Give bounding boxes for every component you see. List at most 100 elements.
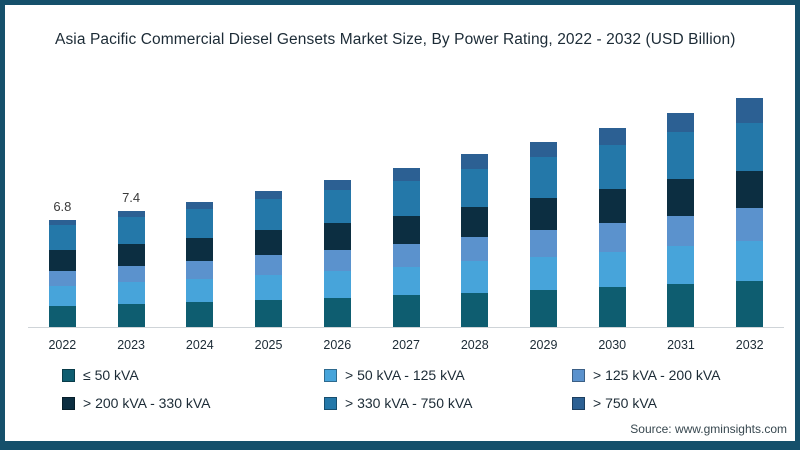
legend-color-swatch-icon bbox=[324, 368, 337, 382]
bar-segment[interactable] bbox=[530, 197, 557, 231]
bar-column bbox=[234, 190, 303, 327]
bar-segment[interactable] bbox=[117, 282, 145, 304]
legend-item[interactable]: > 50 kVA - 125 kVA bbox=[324, 367, 572, 383]
bar-segment[interactable] bbox=[667, 284, 695, 327]
bar-column bbox=[647, 113, 716, 327]
stacked-bar-2024[interactable] bbox=[186, 201, 214, 327]
bar-segment[interactable] bbox=[461, 154, 489, 169]
bar-segment[interactable] bbox=[461, 236, 489, 262]
x-axis-label: 2028 bbox=[460, 338, 489, 352]
bar-column: 6.8 bbox=[28, 199, 97, 327]
bar-segment[interactable] bbox=[667, 215, 695, 247]
bar-column: 7.4 bbox=[97, 190, 166, 327]
bar-segment[interactable] bbox=[255, 230, 283, 256]
bar-segment[interactable] bbox=[392, 180, 420, 216]
bar-segment[interactable] bbox=[736, 170, 764, 208]
x-axis-label: 2024 bbox=[185, 338, 214, 352]
bar-segment[interactable] bbox=[323, 223, 351, 250]
bar-segment[interactable] bbox=[186, 301, 214, 327]
bar-segment[interactable] bbox=[255, 199, 283, 231]
bar-segment[interactable] bbox=[117, 266, 145, 283]
stacked-bar-2022[interactable] bbox=[48, 220, 76, 327]
bar-segment[interactable] bbox=[186, 208, 214, 238]
bar-segment[interactable] bbox=[736, 241, 764, 281]
bar-segment[interactable] bbox=[392, 244, 420, 267]
bar-segment[interactable] bbox=[186, 237, 214, 262]
x-axis-label: 2031 bbox=[667, 338, 695, 352]
bar-segment[interactable] bbox=[186, 261, 214, 279]
bar-segment[interactable] bbox=[255, 274, 283, 300]
bar-segment[interactable] bbox=[530, 289, 557, 327]
bar-segment[interactable] bbox=[323, 179, 351, 191]
bar-segment[interactable] bbox=[736, 122, 764, 171]
bar-segment[interactable] bbox=[117, 210, 145, 218]
bar-segment[interactable] bbox=[48, 271, 76, 286]
bar-segment[interactable] bbox=[323, 297, 351, 327]
bar-segment[interactable] bbox=[48, 285, 76, 306]
bar-segment[interactable] bbox=[323, 270, 351, 298]
bar-column bbox=[372, 168, 441, 327]
stacked-bar-2026[interactable] bbox=[323, 179, 351, 327]
bar-segment[interactable] bbox=[461, 261, 489, 293]
bar-segment[interactable] bbox=[255, 299, 283, 327]
bar-segment[interactable] bbox=[530, 256, 557, 290]
legend-item[interactable]: > 330 kVA - 750 kVA bbox=[324, 395, 572, 411]
stacked-bar-2025[interactable] bbox=[255, 190, 283, 327]
legend-label: > 125 kVA - 200 kVA bbox=[593, 367, 721, 383]
x-axis-label: 2027 bbox=[392, 338, 420, 352]
bar-segment[interactable] bbox=[667, 246, 695, 285]
stacked-bar-2031[interactable] bbox=[667, 113, 695, 327]
bar-segment[interactable] bbox=[736, 281, 764, 327]
bar-segment[interactable] bbox=[598, 144, 626, 189]
bar-segment[interactable] bbox=[48, 225, 76, 251]
bar-segment[interactable] bbox=[392, 295, 420, 327]
stacked-bar-2028[interactable] bbox=[461, 154, 489, 327]
bar-segment[interactable] bbox=[598, 287, 626, 327]
bar-segment[interactable] bbox=[323, 249, 351, 271]
bar-segment[interactable] bbox=[598, 251, 626, 288]
bar-segment[interactable] bbox=[323, 190, 351, 224]
bar-segment[interactable] bbox=[667, 179, 695, 216]
legend-item[interactable]: > 125 kVA - 200 kVA bbox=[572, 367, 721, 383]
bar-segment[interactable] bbox=[530, 141, 557, 158]
stacked-bar-2023[interactable] bbox=[117, 210, 145, 327]
bar-segment[interactable] bbox=[117, 217, 145, 245]
x-axis-label: 2025 bbox=[254, 338, 283, 352]
bar-segment[interactable] bbox=[48, 220, 76, 226]
bar-segment[interactable] bbox=[48, 250, 76, 272]
x-axis-label: 2029 bbox=[529, 338, 558, 352]
bar-segment[interactable] bbox=[530, 230, 557, 257]
bar-segment[interactable] bbox=[186, 201, 214, 209]
stacked-bar-2030[interactable] bbox=[598, 127, 626, 327]
bar-segment[interactable] bbox=[392, 168, 420, 181]
bar-segment[interactable] bbox=[461, 168, 489, 207]
bar-segment[interactable] bbox=[736, 97, 764, 123]
bar-segment[interactable] bbox=[598, 222, 626, 252]
stacked-bar-2029[interactable] bbox=[530, 141, 557, 327]
bar-segment[interactable] bbox=[736, 208, 764, 241]
legend-color-swatch-icon bbox=[62, 368, 75, 382]
bar-segment[interactable] bbox=[255, 255, 283, 275]
bar-segment[interactable] bbox=[598, 188, 626, 223]
bar-segment[interactable] bbox=[667, 132, 695, 180]
stacked-bar-2032[interactable] bbox=[736, 97, 764, 327]
bar-segment[interactable] bbox=[186, 278, 214, 302]
legend-item[interactable]: > 200 kVA - 330 kVA bbox=[62, 395, 324, 411]
bar-segment[interactable] bbox=[117, 303, 145, 327]
bar-segment[interactable] bbox=[392, 215, 420, 245]
bar-segment[interactable] bbox=[461, 292, 489, 327]
stacked-bar-2027[interactable] bbox=[392, 168, 420, 327]
bar-segment[interactable] bbox=[48, 305, 76, 327]
bar-segment[interactable] bbox=[461, 206, 489, 237]
bar-segment[interactable] bbox=[598, 127, 626, 145]
bar-value-label: 7.4 bbox=[122, 189, 141, 205]
legend-item[interactable]: > 750 kVA bbox=[572, 395, 721, 411]
bar-segment[interactable] bbox=[392, 266, 420, 296]
bar-column bbox=[509, 141, 578, 327]
legend-item[interactable]: ≤ 50 kVA bbox=[62, 367, 324, 383]
bar-segment[interactable] bbox=[255, 190, 283, 200]
bar-segment[interactable] bbox=[117, 244, 145, 267]
bar-segment[interactable] bbox=[530, 157, 557, 198]
bar-segment[interactable] bbox=[667, 113, 695, 133]
